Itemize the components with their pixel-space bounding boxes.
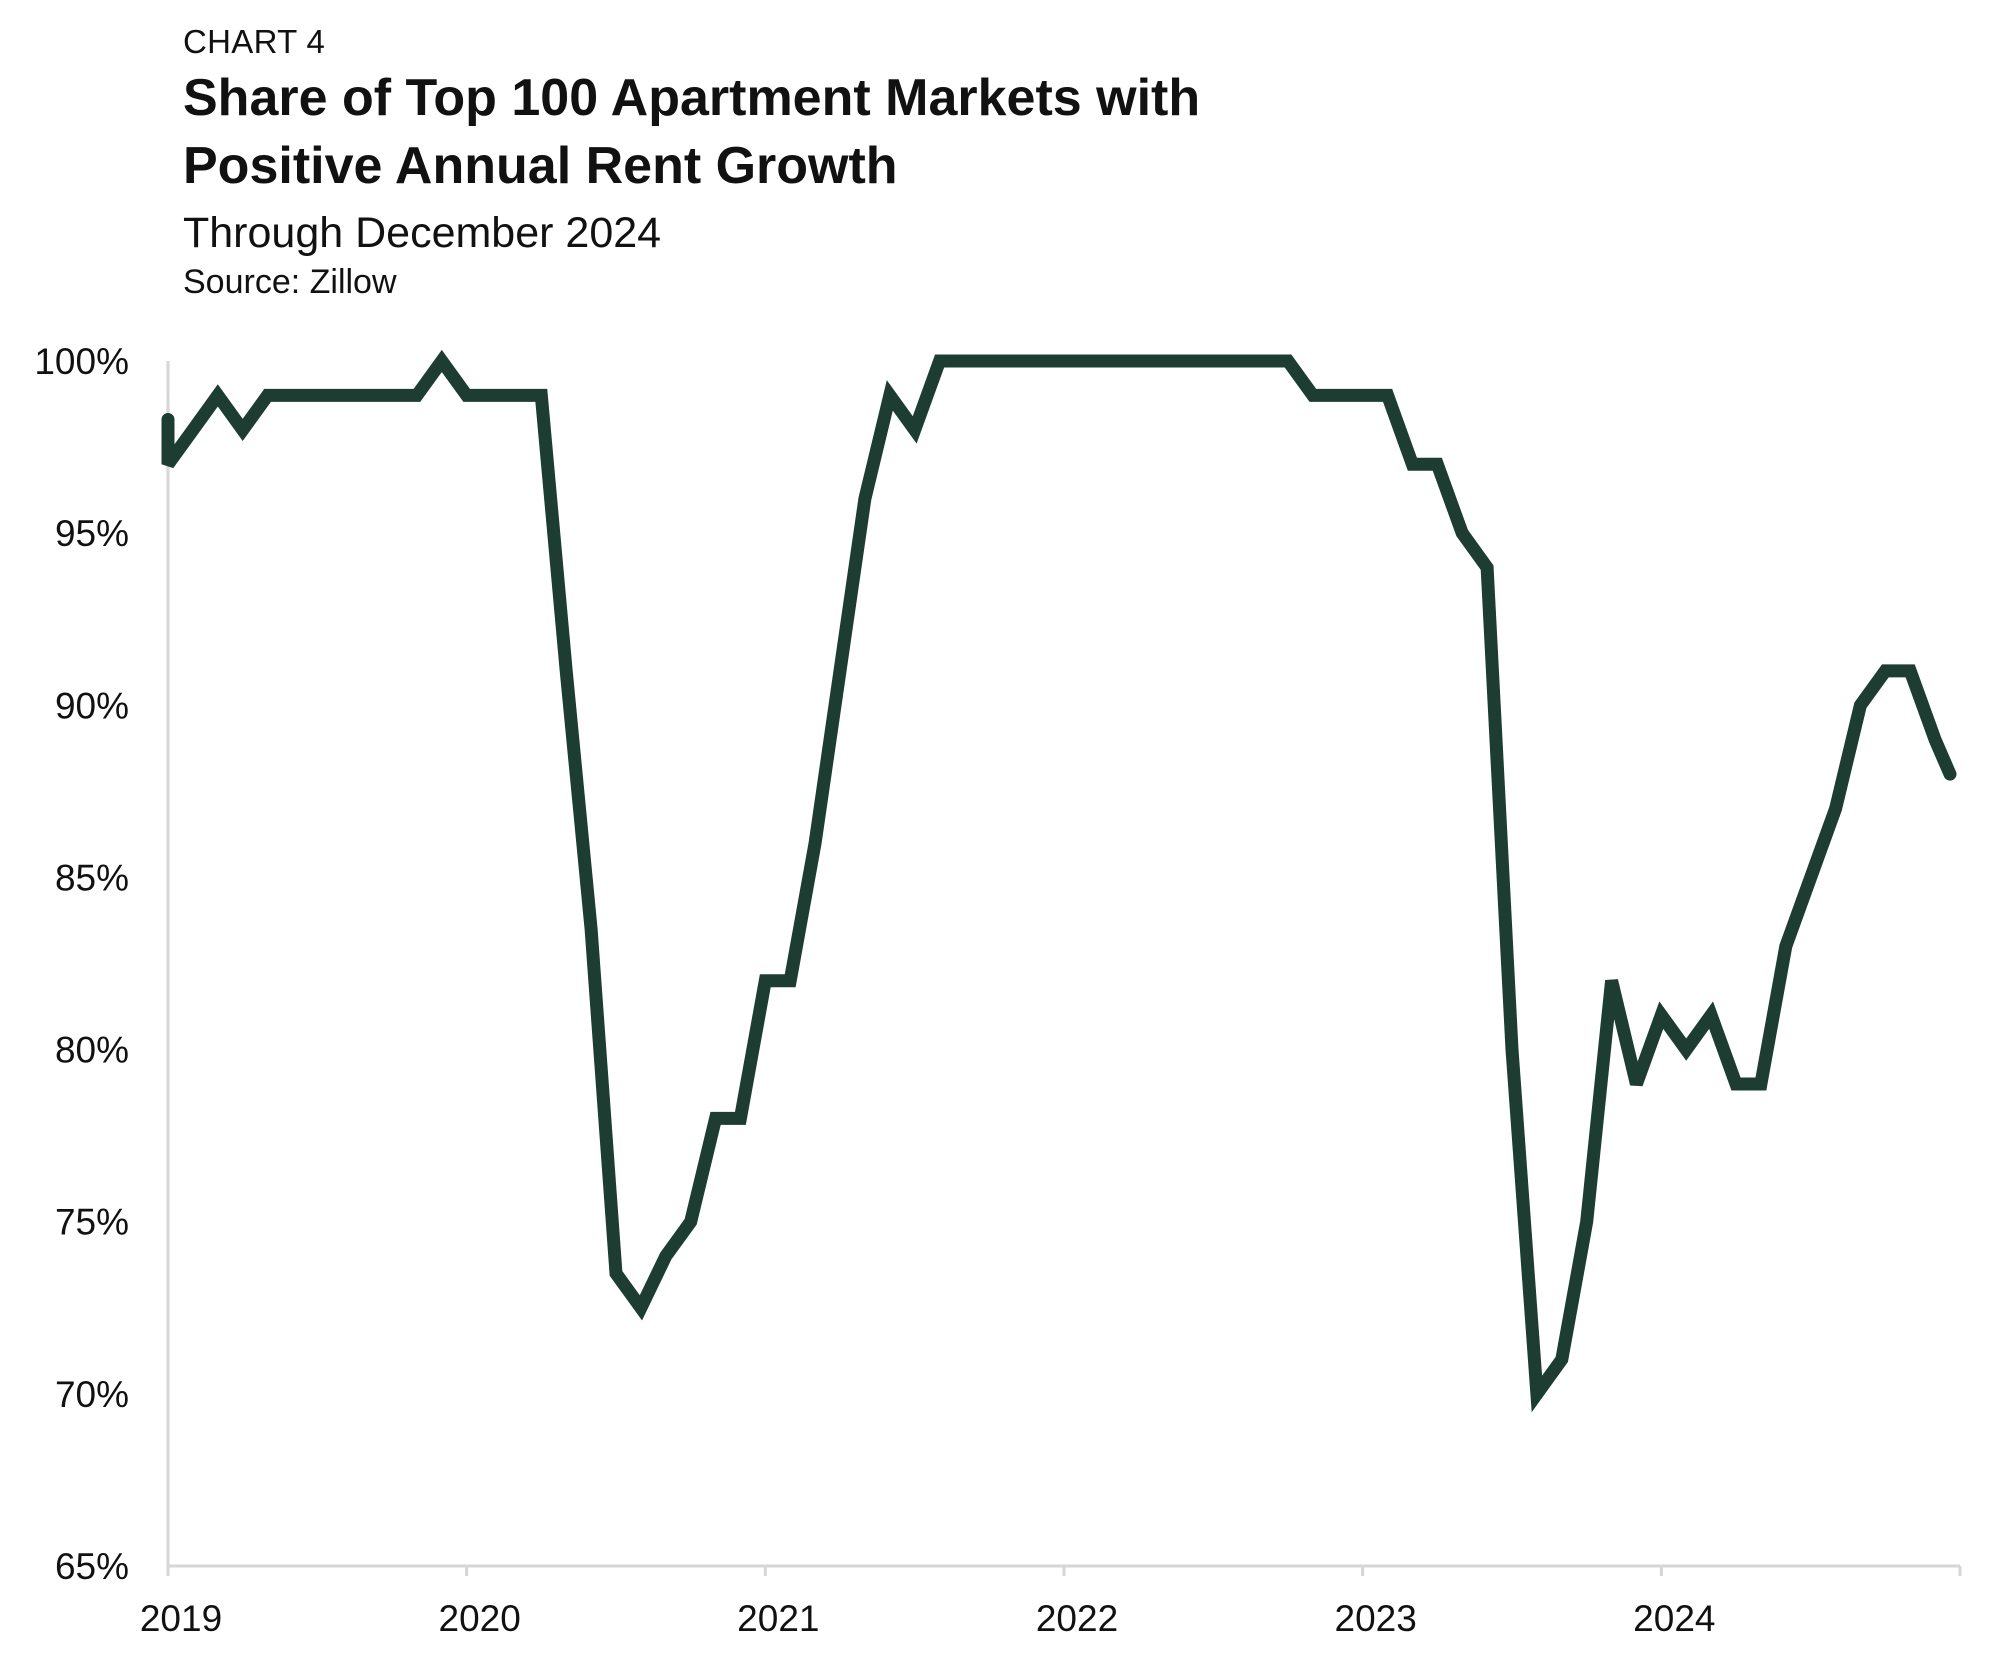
chart-subtitle: Through December 2024	[183, 209, 662, 257]
chart-header: CHART 4 Share of Top 100 Apartment Marke…	[183, 22, 1283, 304]
y-tick-label: 65%	[55, 1546, 129, 1587]
x-tick-label: 2021	[737, 1598, 819, 1639]
series-layer	[161, 349, 1957, 1413]
x-tick-label: 2019	[140, 1598, 222, 1639]
chart-title: Share of Top 100 Apartment Markets with …	[183, 69, 1201, 195]
y-tick-label: 90%	[55, 685, 129, 726]
chart-number-label: CHART 4	[183, 23, 326, 60]
y-axis-tick-labels: 65% 70% 75% 80% 85% 90% 95% 100%	[34, 341, 129, 1587]
chart-axes	[166, 361, 1962, 1576]
y-tick-label: 70%	[55, 1374, 129, 1415]
series-line	[161, 349, 1957, 1413]
y-tick-label: 95%	[55, 513, 129, 554]
x-tick-label: 2023	[1335, 1598, 1417, 1639]
chart-source: Source: Zillow	[183, 263, 397, 301]
x-axis-tick-labels: 2019 2020 2021 2022 2023 2024	[140, 1598, 1716, 1639]
y-tick-label: 85%	[55, 857, 129, 898]
y-tick-label: 75%	[55, 1202, 129, 1243]
x-tick-label: 2020	[439, 1598, 521, 1639]
x-tick-label: 2022	[1036, 1598, 1118, 1639]
x-tick-label: 2024	[1633, 1598, 1715, 1639]
y-tick-label: 100%	[34, 341, 129, 382]
y-tick-label: 80%	[55, 1030, 129, 1071]
